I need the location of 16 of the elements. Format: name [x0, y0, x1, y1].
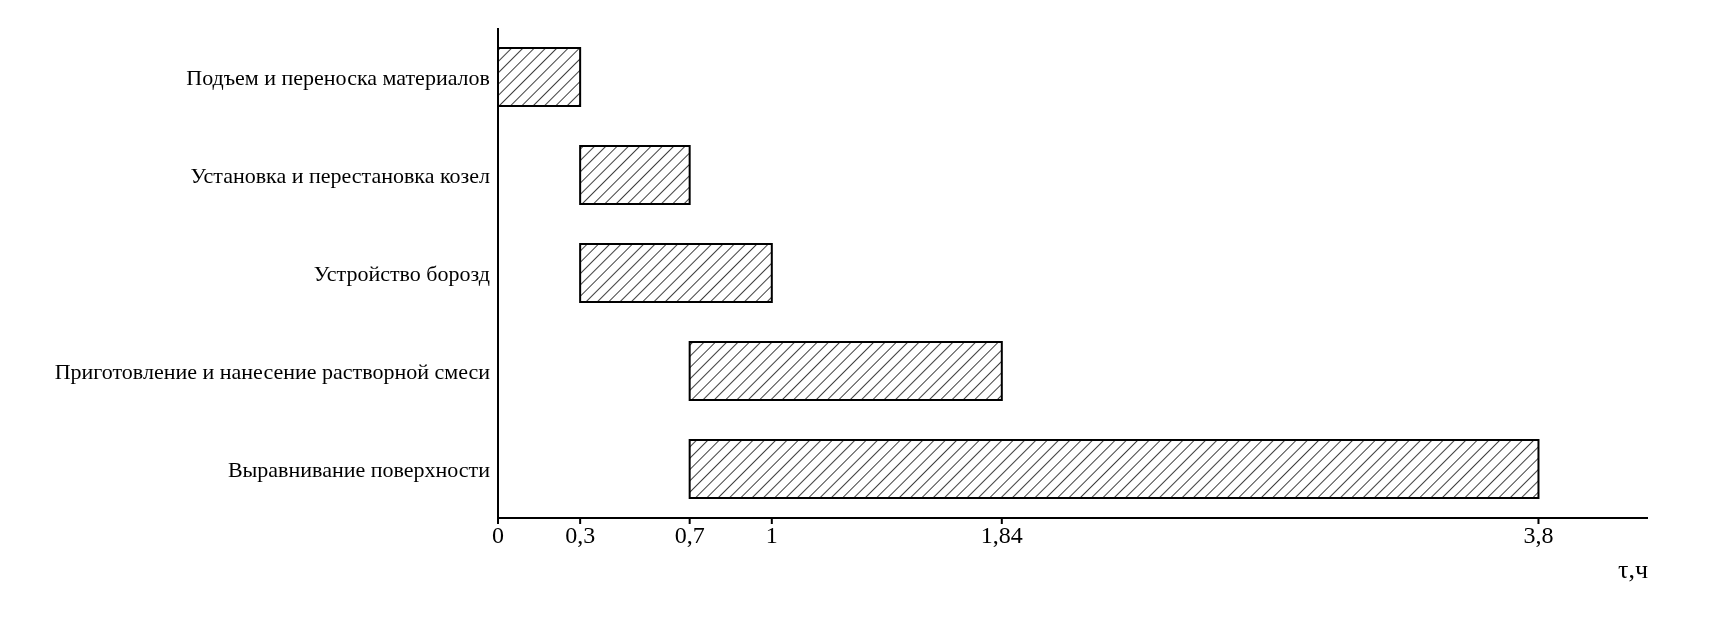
y-tick-label: Приготовление и нанесение растворной смеси [54, 358, 491, 384]
y-tick-label: Подъем и переноска материалов [186, 64, 490, 90]
x-tick-label: 1,84 [980, 522, 1023, 549]
bar [688, 341, 1003, 401]
x-tick-label: 1 [765, 522, 778, 549]
bar [688, 439, 1540, 499]
x-tick-label: 0,3 [565, 522, 596, 549]
x-tick-label: 0,7 [674, 522, 705, 549]
x-tick-label: 3,8 [1523, 522, 1554, 549]
x-tick-label: 0 [492, 522, 504, 549]
bar [579, 145, 691, 205]
y-tick-label: Устройство борозд [313, 260, 490, 286]
bar [579, 243, 773, 303]
x-axis-title: τ,ч [1617, 555, 1648, 584]
y-tick-label: Установка и перестановка козел [190, 162, 491, 188]
y-tick-label: Выравнивание поверхности [227, 456, 491, 482]
